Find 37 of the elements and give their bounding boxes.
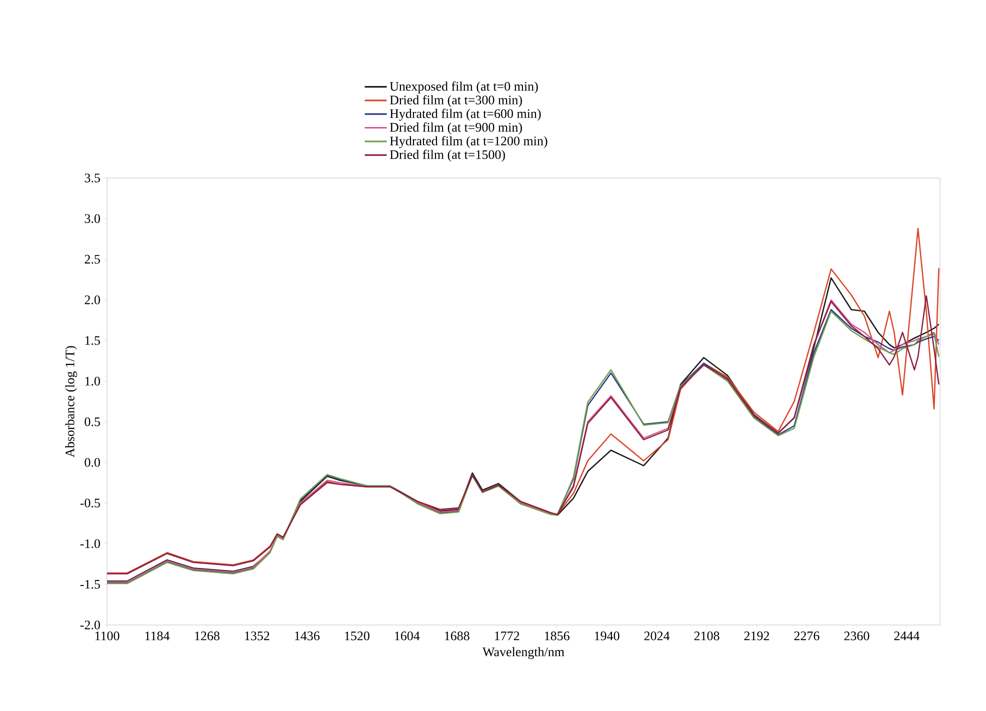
legend-label: Dried film (at t=900 min) (390, 122, 522, 134)
legend-label: Hydrated film (at t=1200 min) (390, 136, 548, 148)
y-tick-label: -1.0 (80, 539, 100, 548)
x-tick-label: 1688 (445, 632, 470, 640)
x-tick-label: 1604 (395, 632, 420, 640)
legend-label: Dried film (at t=300 min) (390, 95, 522, 108)
y-tick-label: -1.5 (80, 580, 100, 589)
y-tick-label: -0.5 (80, 498, 100, 508)
legend-label: Unexposed film (at t=0 min) (390, 81, 538, 94)
y-tick-label: 2.5 (84, 254, 100, 264)
y-tick-label: 3.0 (84, 214, 100, 224)
x-tick-label: 1436 (295, 632, 320, 640)
y-tick-label: 1.5 (85, 336, 100, 345)
y-tick-label: 0.0 (84, 458, 100, 467)
x-tick-label: 1940 (594, 632, 620, 640)
y-tick-label: 0.5 (84, 417, 100, 426)
y-tick-label: 2.0 (84, 295, 100, 304)
legend-label: Dried film (at t=1500) (390, 150, 505, 162)
x-tick-label: 1100 (95, 632, 120, 640)
x-tick-label: 2360 (844, 632, 870, 640)
legend-label: Hydrated film (at t=600 min) (390, 108, 541, 121)
x-tick-label: 1268 (195, 632, 220, 640)
x-tick-label: 1772 (494, 632, 520, 640)
y-axis-title: Absorbance (log 1/T) (65, 346, 78, 458)
x-tick-label: 2276 (794, 632, 820, 640)
y-tick-label: 1.0 (85, 376, 100, 386)
y-tick-label: -2.0 (80, 620, 100, 630)
x-axis-title: Wavelength/nm (482, 647, 564, 659)
x-tick-label: 1520 (345, 632, 370, 640)
x-tick-label: 2108 (694, 632, 720, 640)
x-tick-label: 1184 (145, 632, 170, 640)
x-tick-label: 2024 (644, 632, 670, 640)
x-tick-label: 1352 (245, 632, 270, 640)
x-tick-label: 2192 (744, 632, 770, 640)
y-tick-label: 3.5 (84, 174, 100, 182)
x-tick-label: 2444 (894, 632, 920, 640)
x-tick-label: 1856 (544, 632, 570, 640)
